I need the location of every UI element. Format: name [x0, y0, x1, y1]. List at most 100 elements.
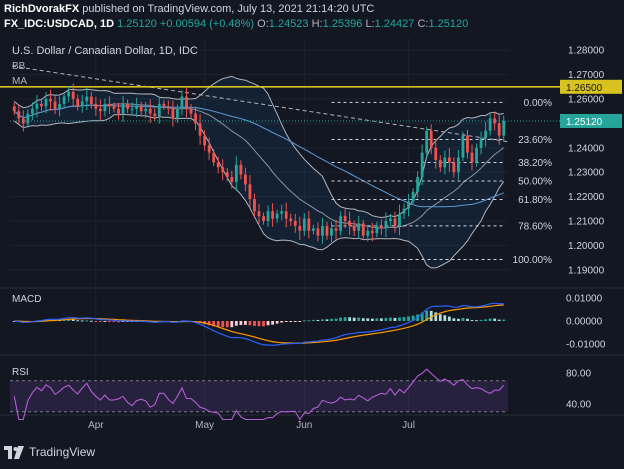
candle-body[interactable]: [221, 167, 225, 173]
candle-body[interactable]: [438, 160, 442, 168]
candle-body[interactable]: [447, 157, 451, 163]
candle-body[interactable]: [180, 96, 184, 109]
candle-body[interactable]: [316, 228, 320, 236]
candle-body[interactable]: [30, 108, 34, 114]
candle-body[interactable]: [189, 108, 193, 114]
candle-body[interactable]: [257, 211, 261, 217]
candle-body[interactable]: [330, 228, 333, 236]
rsi-title[interactable]: RSI: [12, 367, 29, 378]
candle-body[interactable]: [171, 108, 175, 119]
candle-body[interactable]: [166, 106, 170, 109]
candle-body[interactable]: [108, 103, 111, 107]
candle-body[interactable]: [379, 225, 383, 229]
candle-body[interactable]: [393, 218, 397, 226]
candle-body[interactable]: [76, 99, 80, 107]
candle-body[interactable]: [311, 228, 315, 231]
candle-body[interactable]: [89, 96, 93, 104]
candle-body[interactable]: [248, 184, 252, 200]
price-pane[interactable]: 0.00% 23.60% 38.20% 50.00% 61.80% 78.60% 100.0…: [0, 65, 560, 269]
candle-body[interactable]: [325, 225, 329, 236]
candle-body[interactable]: [26, 113, 30, 124]
candle-body[interactable]: [266, 211, 270, 221]
candle-body[interactable]: [85, 96, 89, 102]
ma-indicator-label[interactable]: MA: [12, 76, 27, 87]
candle-body[interactable]: [12, 106, 16, 112]
candle-body[interactable]: [121, 103, 125, 114]
candle-body[interactable]: [334, 228, 338, 231]
candle-body[interactable]: [352, 225, 356, 231]
candle-body[interactable]: [103, 103, 107, 112]
candle-body[interactable]: [21, 118, 25, 124]
candle-body[interactable]: [203, 135, 207, 146]
candle-body[interactable]: [407, 201, 410, 209]
candle-body[interactable]: [58, 103, 61, 109]
candle-body[interactable]: [302, 218, 306, 231]
candle-body[interactable]: [443, 157, 447, 168]
candle-body[interactable]: [135, 106, 139, 109]
candle-body[interactable]: [176, 108, 179, 119]
candle-body[interactable]: [153, 113, 157, 117]
candle-body[interactable]: [293, 221, 297, 226]
candle-body[interactable]: [185, 96, 188, 109]
candle-body[interactable]: [162, 103, 166, 107]
candle-body[interactable]: [130, 108, 134, 110]
candle-body[interactable]: [53, 101, 57, 109]
candle-body[interactable]: [502, 120, 506, 136]
candle-body[interactable]: [280, 211, 284, 214]
candle-body[interactable]: [307, 218, 311, 231]
candle-body[interactable]: [44, 99, 48, 107]
candle-body[interactable]: [497, 123, 501, 136]
rsi-pane[interactable]: [10, 368, 508, 421]
candle-body[interactable]: [35, 103, 39, 109]
candle-body[interactable]: [389, 218, 392, 221]
candle-body[interactable]: [384, 221, 388, 229]
candle-body[interactable]: [94, 103, 98, 109]
candle-body[interactable]: [321, 225, 324, 236]
candle-body[interactable]: [157, 103, 161, 117]
candle-body[interactable]: [488, 118, 492, 131]
candle-body[interactable]: [71, 91, 75, 99]
tradingview-footer[interactable]: TradingView: [4, 445, 95, 459]
candle-body[interactable]: [207, 145, 211, 153]
candle-body[interactable]: [198, 123, 202, 136]
candle-body[interactable]: [17, 111, 21, 119]
macd-pane[interactable]: [12, 302, 506, 346]
candle-body[interactable]: [429, 130, 433, 148]
candle-body[interactable]: [470, 152, 474, 163]
candle-body[interactable]: [225, 172, 229, 178]
candle-body[interactable]: [144, 108, 148, 112]
candle-body[interactable]: [343, 216, 347, 221]
candle-body[interactable]: [298, 225, 302, 231]
candle-body[interactable]: [275, 213, 279, 219]
candle-body[interactable]: [434, 147, 438, 160]
candle-body[interactable]: [148, 108, 152, 114]
candle-body[interactable]: [117, 108, 120, 114]
candle-body[interactable]: [461, 135, 465, 158]
candle-body[interactable]: [357, 223, 361, 231]
candle-body[interactable]: [98, 108, 102, 112]
price-axis[interactable]: AprMayJunJul1.280001.270001.260001.25000…: [88, 46, 622, 431]
author-name[interactable]: RichDvorakFX: [4, 3, 80, 15]
candle-body[interactable]: [80, 101, 84, 107]
candle-body[interactable]: [484, 130, 488, 139]
candle-body[interactable]: [361, 223, 365, 236]
candle-body[interactable]: [348, 221, 352, 226]
candle-body[interactable]: [457, 157, 460, 173]
candle-body[interactable]: [411, 191, 415, 202]
candle-body[interactable]: [49, 99, 52, 102]
candle-body[interactable]: [398, 213, 401, 226]
candle-body[interactable]: [452, 162, 456, 173]
candle-body[interactable]: [271, 211, 275, 219]
candle-body[interactable]: [112, 106, 116, 109]
candle-body[interactable]: [375, 225, 379, 234]
candle-body[interactable]: [62, 96, 66, 104]
candle-body[interactable]: [479, 138, 483, 148]
candle-body[interactable]: [284, 211, 288, 219]
candle-body[interactable]: [253, 199, 256, 212]
candle-body[interactable]: [339, 216, 342, 231]
candle-body[interactable]: [212, 152, 216, 163]
candle-body[interactable]: [234, 164, 238, 182]
symbol-label[interactable]: FX_IDC:USDCAD, 1D: [4, 18, 115, 30]
candle-body[interactable]: [126, 103, 129, 109]
